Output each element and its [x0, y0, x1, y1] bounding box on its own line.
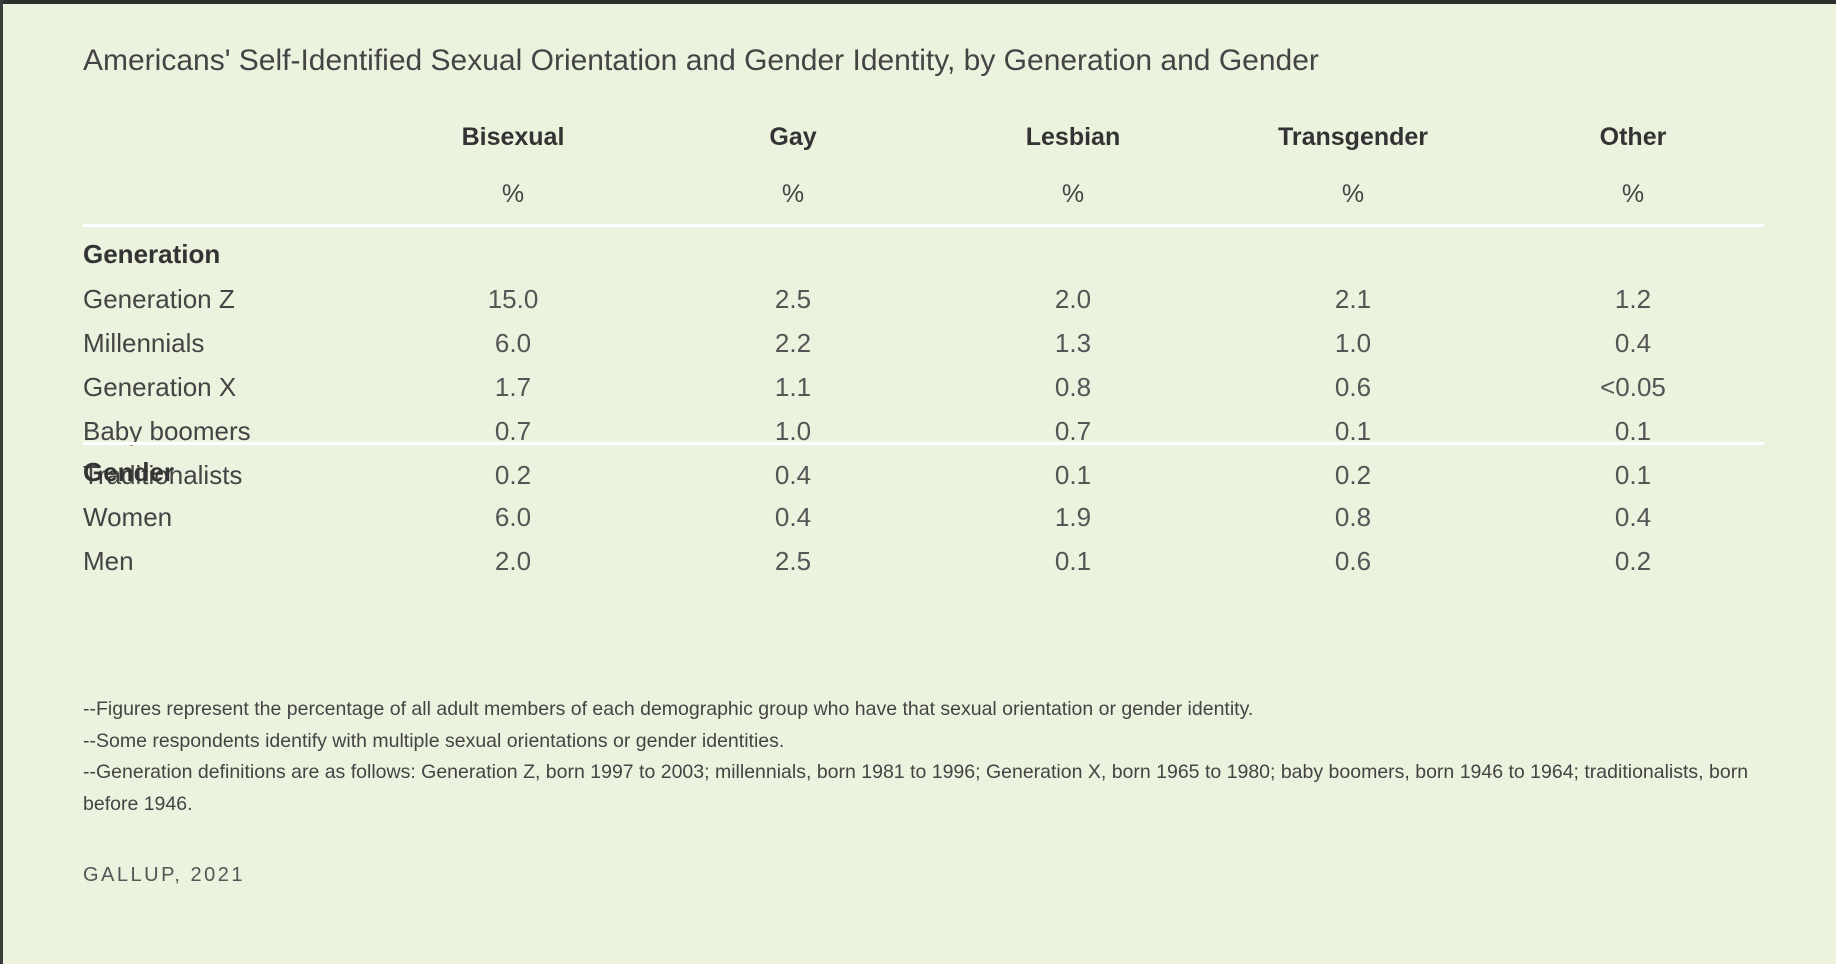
table-cell: 0.4 [1614, 502, 1652, 532]
table-cell: 0.6 [1334, 372, 1372, 402]
divider [83, 442, 1764, 445]
table-cell: 0.8 [1334, 502, 1372, 532]
table-cell: 1.0 [774, 416, 812, 446]
column-header: Other [1599, 123, 1667, 151]
table-cell: 0.7 [494, 416, 532, 446]
table-cell: 1.7 [494, 372, 532, 402]
footnotes: --Figures represent the percentage of al… [83, 694, 1773, 820]
table-cell: 0.8 [1054, 372, 1092, 402]
row-label: Generation X [83, 372, 237, 402]
column-header: Bisexual [461, 123, 565, 151]
footnote: --Some respondents identify with multipl… [83, 729, 785, 752]
table-cell: 0.2 [1614, 546, 1652, 576]
table-cell: 15.0 [487, 284, 539, 314]
table-cell: 0.4 [774, 502, 812, 532]
section-label: Generation [83, 239, 221, 269]
divider [83, 224, 1764, 227]
row-label: Men [83, 546, 134, 576]
column-header: Gay [769, 123, 817, 151]
table-cell: 2.1 [1334, 284, 1372, 314]
row-label: Women [83, 502, 173, 532]
table-cell: 1.1 [774, 372, 812, 402]
section-label: Gender [83, 457, 175, 487]
table-cell: 0.7 [1054, 416, 1092, 446]
table-cell: 1.3 [1054, 328, 1092, 358]
table-cell: <0.05 [1600, 372, 1666, 402]
table-cell: 6.0 [494, 502, 532, 532]
footnote: --Generation definitions are as follows:… [83, 761, 1749, 815]
table-cell: 6.0 [494, 328, 532, 358]
unit-label: % [501, 180, 525, 208]
row-label: Generation Z [83, 284, 235, 314]
table-cell: 0.1 [1614, 416, 1652, 446]
table-cell: 0.2 [494, 460, 532, 490]
table-cell: 2.2 [774, 328, 812, 358]
frame-edge [0, 0, 1836, 4]
table-cell: 1.9 [1054, 502, 1092, 532]
table-cell: 0.6 [1334, 546, 1372, 576]
table-cell: 0.1 [1054, 460, 1092, 490]
column-header: Lesbian [1025, 123, 1121, 151]
table-cell: 0.4 [1614, 328, 1652, 358]
table-cell: 0.2 [1334, 460, 1372, 490]
table-cell: 0.4 [774, 460, 812, 490]
table-cell: 1.2 [1614, 284, 1652, 314]
unit-label: % [1061, 180, 1085, 208]
table-cell: 0.1 [1334, 416, 1372, 446]
table-cell: 2.0 [1054, 284, 1092, 314]
unit-label: % [1621, 180, 1645, 208]
row-label: Baby boomers [83, 416, 251, 446]
footnote: --Figures represent the percentage of al… [83, 698, 1254, 720]
source: GALLUP, 2021 [83, 864, 245, 886]
table-cell: 0.1 [1614, 460, 1652, 490]
table-cell: 2.0 [494, 546, 532, 576]
row-label: Millennials [83, 328, 205, 358]
unit-label: % [781, 180, 805, 208]
table-cell: 0.1 [1054, 546, 1092, 576]
unit-label: % [1341, 180, 1365, 208]
table-cell: 2.5 [774, 284, 812, 314]
row-label: Traditionalists [83, 460, 243, 490]
column-header: Transgender [1277, 123, 1429, 151]
frame-edge [0, 0, 3, 964]
table-cell: 1.0 [1334, 328, 1372, 358]
table-cell: 2.5 [774, 546, 812, 576]
title: Americans' Self-Identified Sexual Orient… [83, 44, 1319, 77]
